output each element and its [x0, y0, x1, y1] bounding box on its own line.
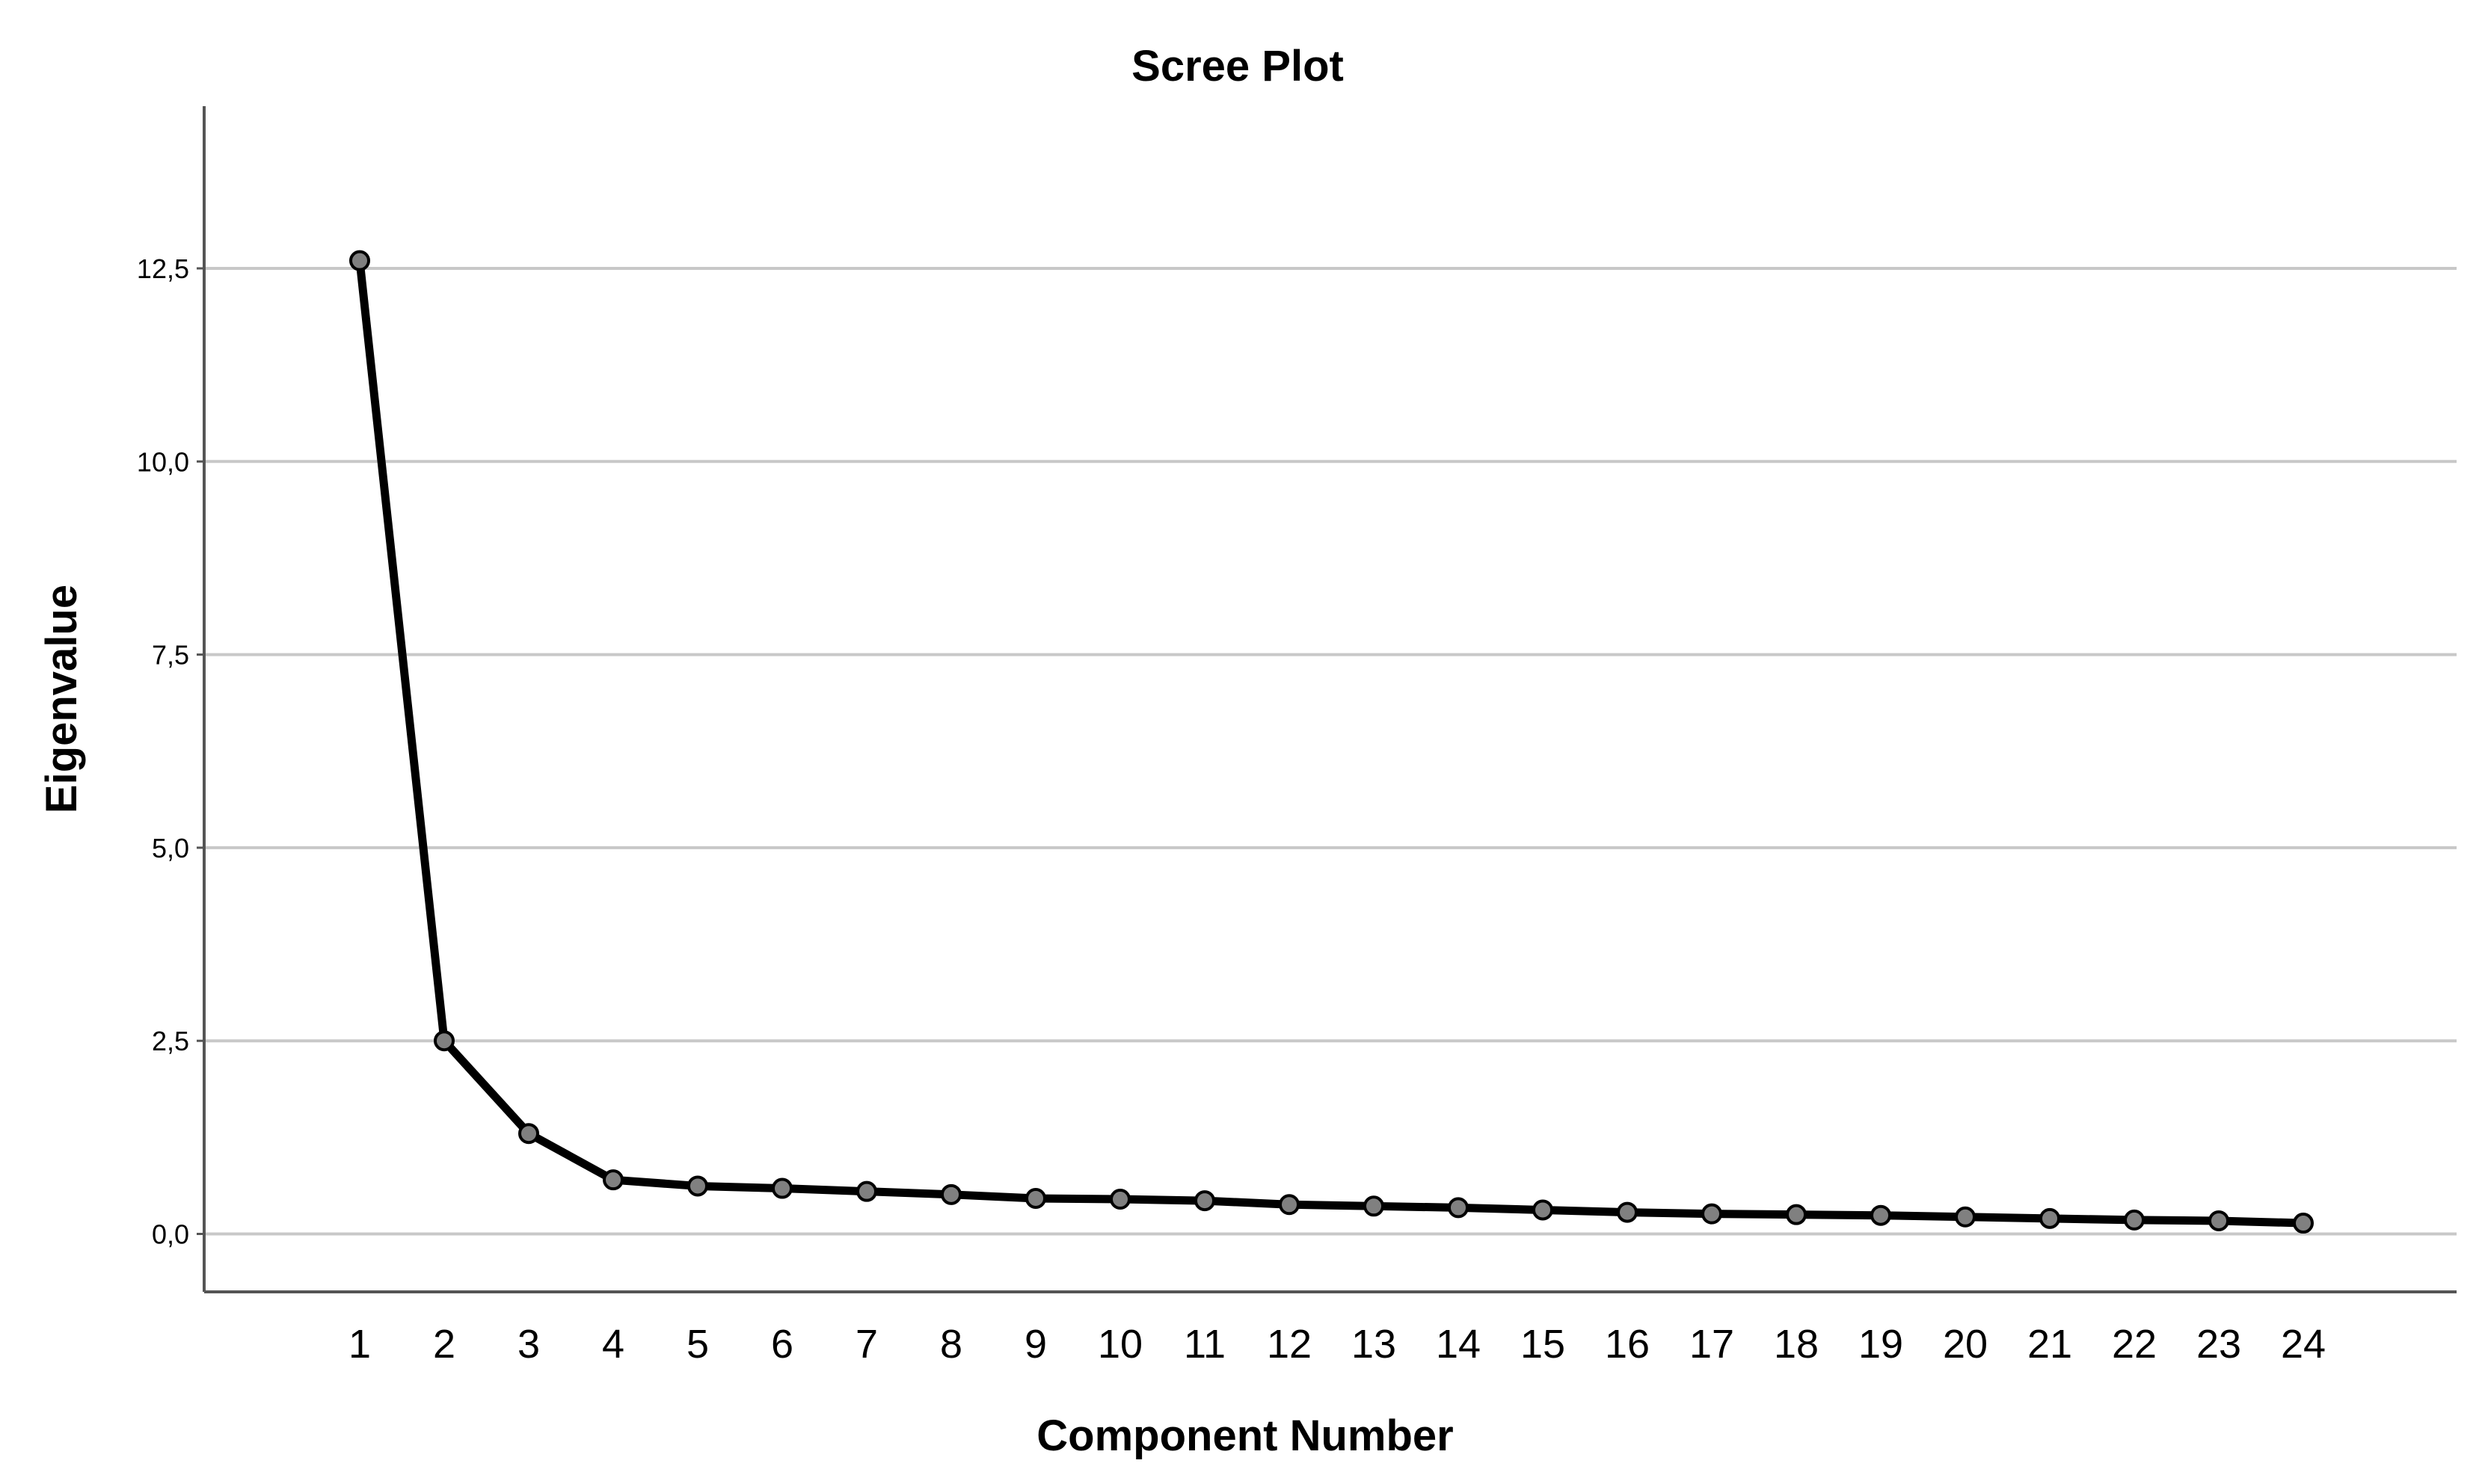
- x-tick-label: 2: [433, 1322, 455, 1367]
- data-point: [2293, 1213, 2314, 1234]
- marker-layer: [349, 250, 2314, 1234]
- x-tick-labels: 1 2 3 4 5 6 7 8 9 10 11 12 13 14 15 16 17 18 19 20 21 22 23 24: [348, 1322, 2326, 1367]
- data-point: [1448, 1197, 1469, 1219]
- y-tick-label: 5,0: [152, 833, 189, 863]
- axis-layer: [197, 106, 2457, 1293]
- data-point: [1786, 1204, 1807, 1225]
- series-line: [355, 256, 2308, 1228]
- x-tick-label: 8: [940, 1322, 962, 1367]
- x-tick-label: 11: [1184, 1322, 1226, 1367]
- data-point: [518, 1123, 539, 1145]
- x-tick-label: 18: [1774, 1322, 1819, 1367]
- data-point: [856, 1180, 877, 1202]
- y-tick-labels: 0,0 2,5 5,0 7,5 10,0 12,5: [137, 253, 189, 1250]
- data-point: [772, 1177, 793, 1199]
- x-tick-label: 6: [771, 1322, 793, 1367]
- data-point: [349, 250, 370, 271]
- data-point: [434, 1030, 455, 1052]
- x-axis-title: Component Number: [1036, 1411, 1453, 1460]
- x-tick-label: 5: [686, 1322, 709, 1367]
- x-tick-label: 1: [348, 1322, 371, 1367]
- x-tick-label: 4: [602, 1322, 624, 1367]
- x-tick-label: 21: [2027, 1322, 2072, 1367]
- x-tick-label: 9: [1025, 1322, 1047, 1367]
- data-point: [603, 1169, 624, 1191]
- y-tick-label: 12,5: [137, 253, 189, 284]
- data-point: [2039, 1207, 2060, 1229]
- data-point: [687, 1175, 708, 1197]
- y-tick-label: 7,5: [152, 640, 189, 671]
- data-point: [2208, 1210, 2229, 1231]
- data-point: [1194, 1190, 1215, 1212]
- chart-title: Scree Plot: [1131, 42, 1344, 90]
- y-axis-title: Eigenvalue: [37, 585, 86, 813]
- x-tick-label: 3: [517, 1322, 540, 1367]
- x-tick-label: 23: [2196, 1322, 2241, 1367]
- x-tick-label: 14: [1436, 1322, 1481, 1367]
- y-tick-label: 2,5: [152, 1026, 189, 1056]
- x-tick-label: 15: [1520, 1322, 1565, 1367]
- data-point: [1870, 1204, 1891, 1226]
- x-tick-label: 24: [2281, 1322, 2326, 1367]
- x-tick-label: 17: [1689, 1322, 1734, 1367]
- data-point: [1617, 1201, 1638, 1223]
- series-layer: [355, 256, 2308, 1228]
- x-tick-label: 12: [1267, 1322, 1312, 1367]
- x-tick-label: 10: [1098, 1322, 1143, 1367]
- data-point: [941, 1183, 962, 1205]
- y-tick-label: 0,0: [152, 1219, 189, 1250]
- data-point: [1110, 1189, 1131, 1210]
- x-tick-label: 16: [1605, 1322, 1650, 1367]
- data-point: [1025, 1187, 1046, 1209]
- data-point: [1363, 1195, 1384, 1217]
- x-tick-label: 22: [2112, 1322, 2157, 1367]
- data-point: [1532, 1199, 1553, 1221]
- x-tick-label: 20: [1943, 1322, 1988, 1367]
- data-point: [1955, 1206, 1976, 1228]
- x-tick-label: 19: [1858, 1322, 1903, 1367]
- data-point: [1279, 1194, 1300, 1216]
- grid-layer: [204, 266, 2457, 1236]
- x-tick-label: 13: [1351, 1322, 1396, 1367]
- data-point: [2124, 1209, 2145, 1231]
- y-tick-label: 10,0: [137, 446, 189, 477]
- x-tick-label: 7: [856, 1322, 878, 1367]
- data-point: [1701, 1203, 1722, 1225]
